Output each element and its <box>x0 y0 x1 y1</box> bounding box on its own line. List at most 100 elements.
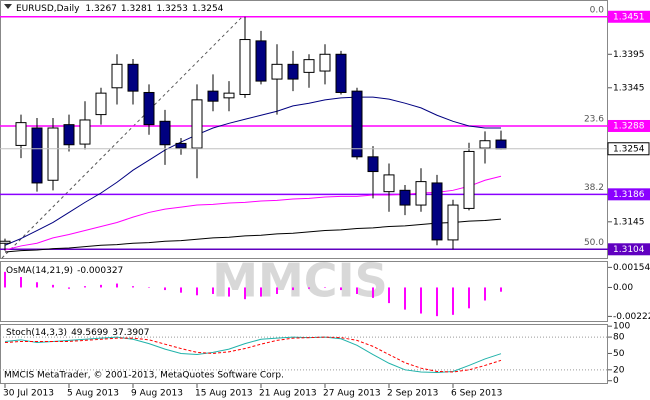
stoch-title: Stoch(14,3,3) <box>6 328 67 338</box>
level-price: 1.3288 <box>613 121 645 131</box>
osma-bar <box>420 287 422 314</box>
osma-bar <box>452 287 454 315</box>
moving-average <box>4 218 502 253</box>
candle-body <box>31 127 43 184</box>
bid-price-box <box>607 142 650 156</box>
y-tick-label: 1.3395 <box>613 50 645 60</box>
osma-bar <box>324 287 326 288</box>
candle-body <box>223 92 235 99</box>
stoch-signal-last: 37.3907 <box>112 328 149 338</box>
candle-body <box>319 53 331 72</box>
osma-bar <box>244 287 246 300</box>
candle-body <box>271 63 283 80</box>
y-tick-label: 1.3145 <box>613 217 645 227</box>
candle-body <box>79 119 91 145</box>
level-price-box <box>608 243 650 256</box>
candle-body <box>447 204 459 241</box>
x-tick-label: 2 Sep 2013 <box>387 389 438 399</box>
low-price: 1.3253 <box>156 4 188 14</box>
stoch-main-last: 49.5699 <box>71 328 108 338</box>
stoch-header: Stoch(14,3,3) 49.5699 37.3907 <box>6 328 150 338</box>
candle-body <box>479 140 491 149</box>
osma-bar <box>4 271 6 288</box>
osma-bar <box>36 282 38 288</box>
candle-body <box>191 99 203 149</box>
candle-body <box>287 63 299 80</box>
osma-bar <box>340 287 342 291</box>
x-tick-label: 5 Aug 2013 <box>67 389 119 399</box>
osma-bar <box>276 287 278 294</box>
osma-bar <box>84 286 86 288</box>
y-tick-label: 0 <box>613 376 619 386</box>
y-tick-label: -0.00222 <box>613 312 650 322</box>
x-tick-label: 15 Aug 2013 <box>195 389 253 399</box>
level-label: 38.2 <box>584 183 604 193</box>
fibo-trend-line <box>1 16 243 259</box>
level-label: 0.0 <box>590 5 605 15</box>
level-label: 50.0 <box>584 238 604 248</box>
osma-bar <box>228 287 230 297</box>
y-tick-label: 20 <box>613 365 625 375</box>
osma-bar <box>164 287 166 291</box>
osma-bar <box>212 287 214 294</box>
osma-bar <box>404 287 406 310</box>
osma-bar <box>484 287 486 301</box>
osma-last: -0.000327 <box>77 266 123 276</box>
osma-bar <box>132 286 134 288</box>
stoch-panel <box>0 324 608 384</box>
osma-bar <box>20 277 22 288</box>
osma-bar <box>468 287 470 309</box>
osma-bar <box>116 283 118 288</box>
x-tick-label: 30 Jul 2013 <box>3 389 54 399</box>
candle-body <box>95 92 107 116</box>
candle-body <box>351 90 363 158</box>
symbol: EURUSD,Daily <box>16 4 80 14</box>
high-price: 1.3281 <box>121 4 153 14</box>
moving-average <box>4 96 501 246</box>
x-tick-label: 21 Aug 2013 <box>259 389 317 399</box>
osma-bar <box>372 287 374 298</box>
osma-bar <box>260 287 262 297</box>
osma-bar <box>68 287 70 289</box>
candle-body <box>415 181 427 206</box>
candle-body <box>63 124 75 146</box>
level-price: 1.3451 <box>613 12 645 22</box>
osma-title: OsMA(14,21,9) <box>6 266 73 276</box>
osma-bar <box>148 287 150 288</box>
plot-layer: 1.3395 1.3345 1.3145 0.0 1.3451 23.6 1.3288 38.… <box>0 5 650 399</box>
osma-panel <box>0 261 608 322</box>
watermark: MMCIS <box>212 254 388 308</box>
level-price-box <box>608 119 650 132</box>
main-panel <box>0 0 608 259</box>
level-price: 1.3104 <box>613 245 645 255</box>
osma-bar <box>180 287 182 293</box>
candle-body <box>495 139 507 150</box>
candle-body <box>463 150 475 209</box>
candle-body <box>239 39 251 95</box>
menu-icon <box>4 4 12 9</box>
osma-bar <box>500 287 502 292</box>
osma-bar <box>100 284 102 288</box>
close-price: 1.3254 <box>192 4 224 14</box>
y-tick-label: 0.00154 <box>613 263 650 273</box>
x-tick-label: 27 Aug 2013 <box>323 389 381 399</box>
level-price-box <box>608 10 650 23</box>
osma-bar <box>356 287 358 294</box>
candle-body <box>127 63 139 92</box>
bid-price: 1.3254 <box>613 144 645 154</box>
stoch-line <box>4 336 502 374</box>
candle-body <box>431 182 443 241</box>
candle-body <box>303 59 315 73</box>
candle-body <box>143 91 155 126</box>
candle-body <box>255 40 267 82</box>
stoch-line <box>4 336 502 373</box>
candle-body <box>383 174 395 193</box>
osma-bar <box>292 287 294 291</box>
osma-bar <box>308 287 310 289</box>
candle-body <box>367 156 379 173</box>
candle-body <box>15 122 27 146</box>
level-price-box <box>608 188 650 201</box>
x-tick-label: 9 Aug 2013 <box>131 389 183 399</box>
y-tick-label: 80 <box>613 333 625 343</box>
